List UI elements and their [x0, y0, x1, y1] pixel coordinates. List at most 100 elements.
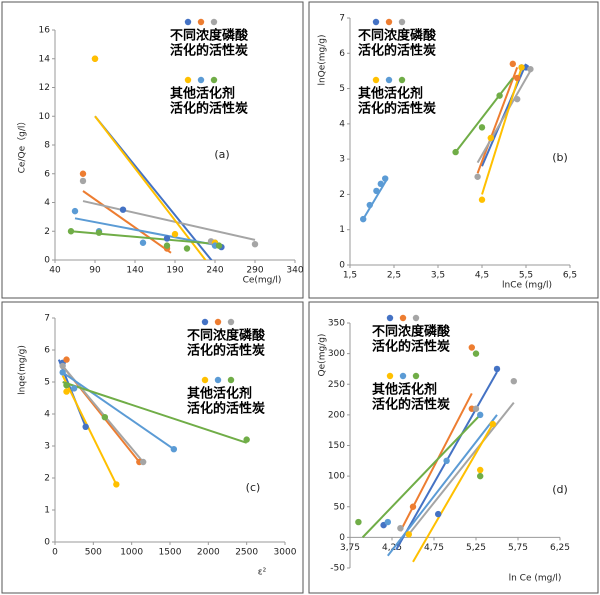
data-point	[251, 240, 259, 248]
legend-marker	[399, 372, 407, 380]
y-tick-label: 2	[44, 474, 50, 484]
legend-label: 其他活化剂	[187, 386, 252, 402]
legend-marker	[399, 314, 407, 322]
legend-marker	[398, 76, 406, 84]
y-axis-title: lnqe(mg/g)	[18, 345, 28, 395]
x-axis-title: Ce(mg/l)	[243, 276, 282, 286]
legend-label: 活化的活性炭	[170, 43, 248, 59]
data-point	[171, 230, 179, 238]
data-point	[91, 55, 99, 62]
y-tick-label: 5	[339, 84, 345, 94]
x-tick-label: 240	[206, 266, 223, 276]
legend-marker	[214, 376, 222, 384]
data-point	[163, 235, 171, 242]
x-tick-label: 1,5	[343, 271, 357, 281]
data-point	[63, 356, 70, 363]
x-axis-title: ln Ce (mg/l)	[509, 574, 562, 584]
legend-marker	[197, 76, 205, 84]
y-tick-label: 2	[44, 227, 50, 237]
legend-label: 活化的活性炭	[170, 101, 248, 117]
y-tick-label: 6	[44, 169, 50, 179]
y-tick-label: 10	[39, 112, 51, 122]
legend-marker	[197, 18, 205, 26]
data-point	[472, 405, 480, 412]
data-point	[101, 414, 109, 421]
data-point	[215, 242, 223, 249]
data-point	[95, 229, 103, 236]
legend-marker	[385, 76, 393, 84]
legend-marker	[412, 314, 420, 322]
data-point	[79, 170, 87, 177]
legend-label: 活化的活性炭	[187, 401, 265, 417]
data-point	[382, 175, 389, 182]
data-point	[377, 180, 384, 188]
legend-label: 活化的活性炭	[187, 343, 265, 359]
fit-line	[82, 190, 172, 254]
data-point	[71, 207, 79, 215]
chart-panel: 0 1 2 3 4 5 6 7 0 500 1000 1500 2000 2500 3000 lnqe(mg/…	[1, 301, 304, 594]
y-tick-label: 14	[39, 54, 51, 64]
y-tick-label: 2	[339, 190, 345, 200]
plot-area	[57, 356, 250, 488]
data-point	[452, 148, 459, 156]
y-axis-title: lnQe(mg/g)	[318, 34, 328, 85]
x-axis-title: ε²	[258, 568, 267, 578]
y-axis-title: Ce/Qe（g/l）	[17, 117, 28, 174]
data-point	[366, 201, 373, 209]
data-point	[70, 385, 78, 392]
x-tick-label: 140	[126, 266, 143, 276]
data-point	[63, 382, 70, 389]
data-point	[384, 518, 391, 526]
data-point	[243, 436, 250, 443]
legend-label: 活化的活性炭	[358, 101, 436, 117]
y-tick-label: 0	[339, 261, 345, 271]
x-tick-label: 2500	[235, 548, 258, 558]
legend-marker	[210, 76, 218, 84]
data-point	[510, 377, 517, 385]
panel-border	[308, 301, 599, 594]
y-tick-label: -50	[330, 564, 345, 574]
data-point	[527, 65, 534, 73]
x-tick-label: 40	[49, 266, 61, 276]
fit-line	[62, 371, 175, 451]
data-point	[496, 92, 503, 99]
fit-line	[412, 423, 494, 563]
legend-marker	[214, 318, 222, 326]
fit-line	[476, 70, 532, 164]
chart-panel: 0 2 4 6 8 10 12 14 16 40 90 140 190 240 290 340 Ce/Qe（g/…	[1, 1, 304, 299]
y-tick-label: 0	[339, 533, 345, 543]
y-tick-label: 0	[44, 256, 50, 266]
y-tick-label: 7	[339, 14, 345, 24]
y-tick-label: 3	[44, 442, 50, 452]
data-point	[443, 457, 450, 465]
legend-marker	[210, 18, 218, 26]
data-point	[139, 239, 147, 246]
data-point	[113, 481, 120, 488]
fit-line	[61, 375, 118, 485]
x-tick-label: 500	[85, 548, 102, 558]
x-tick-label: 90	[89, 266, 101, 276]
y-tick-label: 16	[39, 26, 51, 36]
fit-line	[408, 402, 515, 535]
panel-border	[1, 301, 304, 594]
data-point	[468, 344, 475, 351]
data-point	[183, 245, 191, 252]
y-tick-label: 50	[334, 502, 346, 512]
y-tick-label: 12	[39, 83, 50, 93]
data-point	[487, 134, 494, 142]
x-tick-label: 3,75	[340, 543, 360, 553]
data-point	[373, 187, 380, 195]
data-point	[514, 74, 521, 82]
data-point	[139, 458, 147, 466]
y-tick-label: 4	[339, 119, 345, 129]
y-tick-label: 4	[44, 410, 50, 420]
plot-area	[355, 344, 517, 563]
data-point	[67, 228, 75, 235]
data-point	[59, 362, 66, 370]
panel-border	[308, 1, 599, 299]
legend-marker	[184, 18, 192, 26]
chart-panel: 0 1 2 3 4 5 6 7 1,5 2,5 3,5 4,5 5,5 6,5 lnQe(mg/g) lnCe…	[308, 1, 599, 299]
y-tick-label: 3	[339, 155, 345, 165]
y-tick-label: 4	[44, 198, 50, 208]
